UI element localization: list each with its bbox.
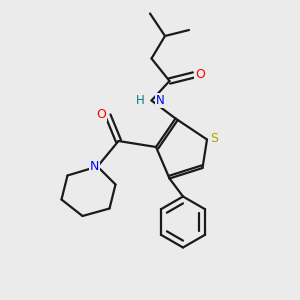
Text: H: H (136, 94, 145, 107)
Text: N: N (156, 94, 165, 107)
Text: O: O (97, 107, 106, 121)
Text: O: O (195, 68, 205, 81)
Text: S: S (211, 131, 218, 145)
Text: N: N (90, 160, 99, 173)
